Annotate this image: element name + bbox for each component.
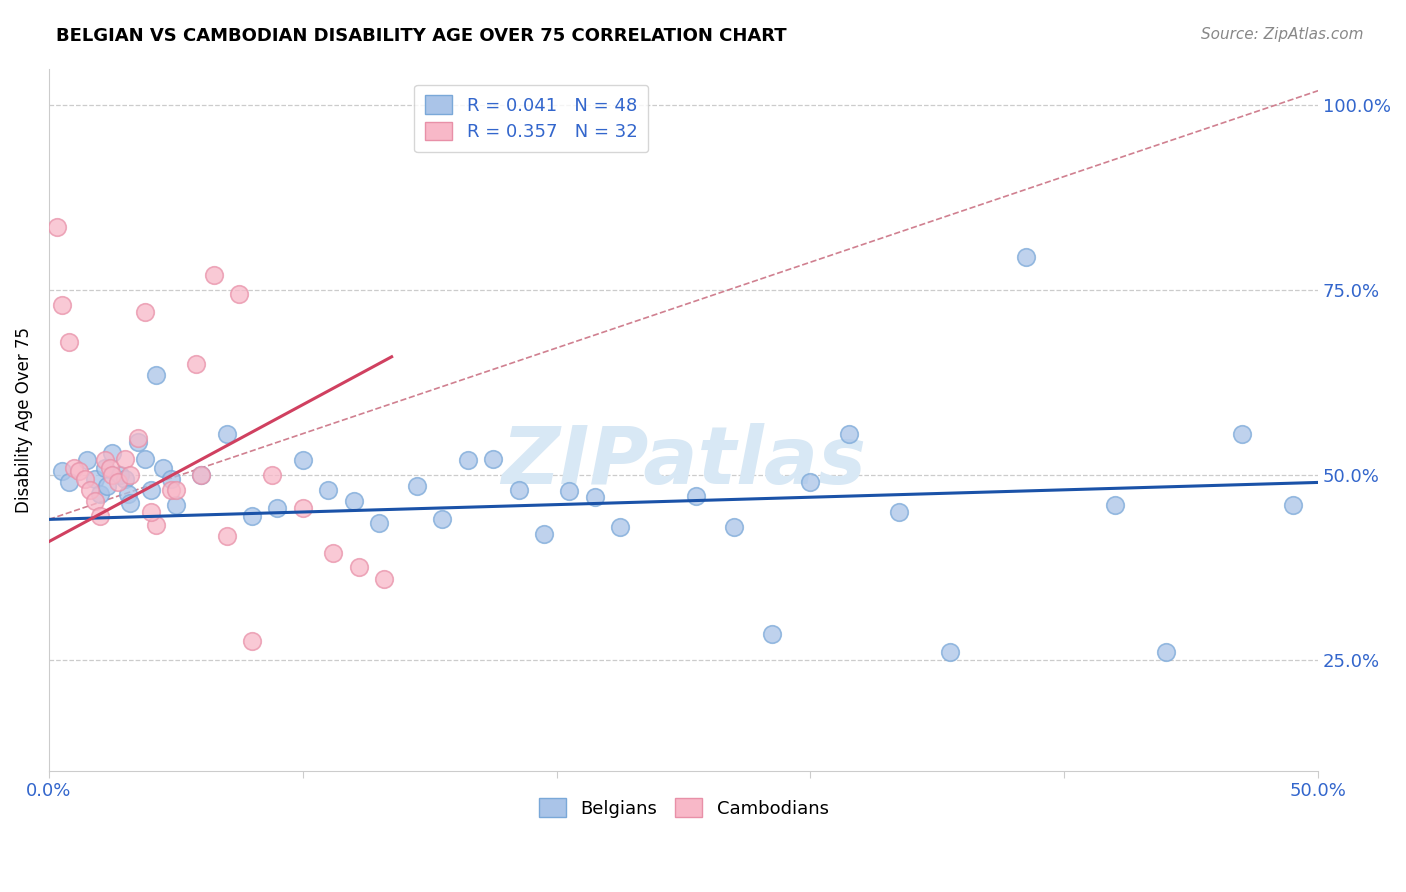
Point	[262, 468, 284, 483]
Point	[127, 431, 149, 445]
Point	[558, 484, 581, 499]
Point	[723, 520, 745, 534]
Point	[583, 490, 606, 504]
Point	[101, 468, 124, 483]
Point	[94, 453, 117, 467]
Point	[1154, 645, 1177, 659]
Point	[291, 501, 314, 516]
Point	[838, 427, 860, 442]
Point	[240, 508, 263, 523]
Point	[83, 472, 105, 486]
Point	[1281, 498, 1303, 512]
Point	[73, 472, 96, 486]
Point	[51, 464, 73, 478]
Point	[342, 494, 364, 508]
Point	[108, 468, 131, 483]
Point	[76, 453, 98, 467]
Point	[107, 475, 129, 490]
Point	[83, 494, 105, 508]
Point	[1230, 427, 1253, 442]
Y-axis label: Disability Age Over 75: Disability Age Over 75	[15, 326, 32, 513]
Point	[215, 427, 238, 442]
Point	[89, 486, 111, 500]
Point	[120, 468, 142, 483]
Point	[139, 483, 162, 497]
Point	[215, 529, 238, 543]
Point	[508, 483, 530, 497]
Point	[228, 287, 250, 301]
Legend: Belgians, Cambodians: Belgians, Cambodians	[531, 791, 835, 825]
Text: BELGIAN VS CAMBODIAN DISABILITY AGE OVER 75 CORRELATION CHART: BELGIAN VS CAMBODIAN DISABILITY AGE OVER…	[56, 27, 787, 45]
Point	[240, 634, 263, 648]
Point	[127, 434, 149, 449]
Point	[190, 468, 212, 483]
Point	[45, 220, 67, 235]
Point	[145, 368, 167, 383]
Point	[94, 460, 117, 475]
Point	[609, 520, 631, 534]
Point	[114, 472, 136, 486]
Point	[120, 496, 142, 510]
Point	[159, 472, 181, 486]
Point	[939, 645, 962, 659]
Point	[98, 460, 121, 475]
Point	[1104, 498, 1126, 512]
Point	[457, 453, 479, 467]
Text: ZIPatlas: ZIPatlas	[501, 423, 866, 500]
Point	[266, 501, 288, 516]
Point	[165, 498, 187, 512]
Point	[51, 298, 73, 312]
Point	[96, 479, 118, 493]
Point	[799, 475, 821, 490]
Point	[202, 268, 225, 283]
Point	[1015, 250, 1038, 264]
Point	[322, 546, 344, 560]
Point	[368, 516, 391, 530]
Point	[114, 451, 136, 466]
Point	[145, 518, 167, 533]
Point	[58, 334, 80, 349]
Text: Source: ZipAtlas.com: Source: ZipAtlas.com	[1201, 27, 1364, 42]
Point	[316, 483, 339, 497]
Point	[291, 453, 314, 467]
Point	[139, 505, 162, 519]
Point	[101, 446, 124, 460]
Point	[134, 305, 156, 319]
Point	[533, 527, 555, 541]
Point	[685, 489, 707, 503]
Point	[347, 560, 370, 574]
Point	[134, 451, 156, 466]
Point	[186, 357, 208, 371]
Point	[152, 460, 174, 475]
Point	[761, 627, 783, 641]
Point	[432, 512, 454, 526]
Point	[58, 475, 80, 490]
Point	[406, 479, 429, 493]
Point	[67, 464, 90, 478]
Point	[89, 508, 111, 523]
Point	[159, 483, 181, 497]
Point	[165, 483, 187, 497]
Point	[373, 572, 395, 586]
Point	[79, 483, 101, 497]
Point	[117, 486, 139, 500]
Point	[482, 451, 505, 466]
Point	[190, 468, 212, 483]
Point	[889, 505, 911, 519]
Point	[63, 460, 86, 475]
